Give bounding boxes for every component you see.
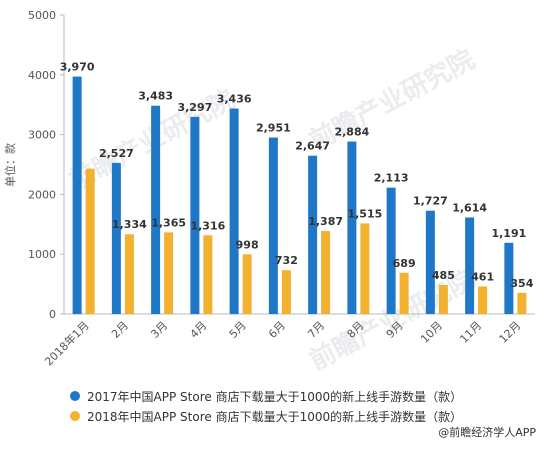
data-label-2018: 1,334 — [112, 218, 147, 231]
data-label-2018: 461 — [471, 270, 494, 283]
legend-label-2018: 2018年中国APP Store 商店下载量大于1000的新上线手游数量（款） — [87, 409, 463, 424]
data-label-2018: 732 — [275, 254, 298, 267]
bar-2017 — [386, 187, 396, 314]
data-label-2018: 354 — [510, 277, 533, 290]
bar-2017 — [268, 137, 278, 314]
bar-2017 — [425, 210, 435, 314]
data-label-2017: 3,436 — [217, 93, 252, 106]
x-tick-label: 6月 — [266, 319, 288, 341]
bar-2018 — [321, 231, 331, 314]
data-label-2017: 3,297 — [177, 101, 212, 114]
data-label-2017: 3,970 — [60, 61, 95, 74]
bar-2018 — [242, 254, 252, 314]
bar-2017 — [504, 242, 514, 314]
x-tick-label: 5月 — [227, 319, 249, 341]
y-axis-label: 单位：款 — [3, 143, 17, 187]
bar-2018 — [438, 284, 448, 314]
source-note: @前瞻经济学人APP — [438, 426, 536, 439]
x-tick-label: 7月 — [305, 319, 327, 341]
bar-2017 — [465, 217, 475, 314]
x-tick-label: 3月 — [148, 319, 170, 341]
data-label-2017: 2,527 — [99, 147, 134, 160]
bar-2017 — [347, 141, 357, 314]
data-label-2017: 3,483 — [138, 90, 173, 103]
x-tick-label: 8月 — [345, 319, 367, 341]
data-label-2017: 2,951 — [256, 122, 291, 135]
bar-2018 — [85, 168, 95, 314]
data-label-2017: 1,727 — [413, 195, 448, 208]
bar-2017 — [190, 116, 200, 314]
x-tick-label: 2月 — [109, 319, 131, 341]
legend-swatch-2017 — [70, 391, 80, 401]
x-tick-label: 9月 — [384, 319, 406, 341]
data-label-2017: 1,191 — [491, 227, 526, 240]
y-tick-label: 3000 — [28, 129, 56, 142]
data-label-2018: 998 — [236, 238, 259, 251]
legend-label-2017: 2017年中国APP Store 商店下载量大于1000的新上线手游数量（款） — [87, 389, 463, 404]
bar-2018 — [203, 235, 213, 314]
y-tick-label: 1000 — [28, 248, 56, 261]
legend-swatch-2018 — [70, 411, 80, 421]
x-tick-label: 4月 — [188, 319, 210, 341]
y-tick-label: 5000 — [28, 9, 56, 22]
bar-2017 — [151, 105, 161, 314]
data-label-2017: 2,884 — [334, 126, 369, 139]
y-tick-label: 0 — [49, 308, 56, 321]
legend-item-2018: 2018年中国APP Store 商店下载量大于1000的新上线手游数量（款） — [70, 406, 462, 426]
data-label-2017: 2,647 — [295, 140, 330, 153]
x-tick-label: 10月 — [418, 319, 445, 346]
data-label-2018: 1,365 — [151, 216, 186, 229]
bar-2018 — [517, 292, 527, 314]
y-tick-label: 2000 — [28, 188, 56, 201]
bar-2018 — [360, 223, 370, 314]
legend-item-2017: 2017年中国APP Store 商店下载量大于1000的新上线手游数量（款） — [70, 386, 462, 406]
data-label-2018: 1,387 — [308, 215, 343, 228]
x-tick-label: 11月 — [457, 319, 484, 346]
data-label-2018: 689 — [393, 257, 416, 270]
data-label-2018: 1,316 — [190, 219, 225, 232]
bar-2018 — [399, 272, 409, 314]
bar-2017 — [72, 76, 82, 315]
bar-2017 — [229, 108, 239, 315]
bar-2018 — [478, 286, 488, 314]
legend: 2017年中国APP Store 商店下载量大于1000的新上线手游数量（款） … — [70, 386, 462, 426]
bar-2018 — [164, 232, 174, 314]
bar-2018 — [124, 234, 134, 314]
x-tick-label: 12月 — [497, 319, 524, 346]
bar-2017 — [111, 162, 121, 314]
data-label-2017: 1,614 — [452, 201, 487, 214]
bar-chart: 0 1000 2000 3000 4000 5000 单位：款 3,970 2018年1月 2,5… — [3, 9, 535, 368]
bar-2018 — [281, 270, 291, 314]
data-label-2018: 485 — [432, 269, 455, 282]
x-tick-label: 2018年1月 — [42, 318, 92, 368]
data-label-2018: 1,515 — [347, 207, 382, 220]
bar-2017 — [308, 155, 318, 314]
y-tick-label: 4000 — [28, 69, 56, 82]
data-label-2017: 2,113 — [374, 172, 409, 185]
